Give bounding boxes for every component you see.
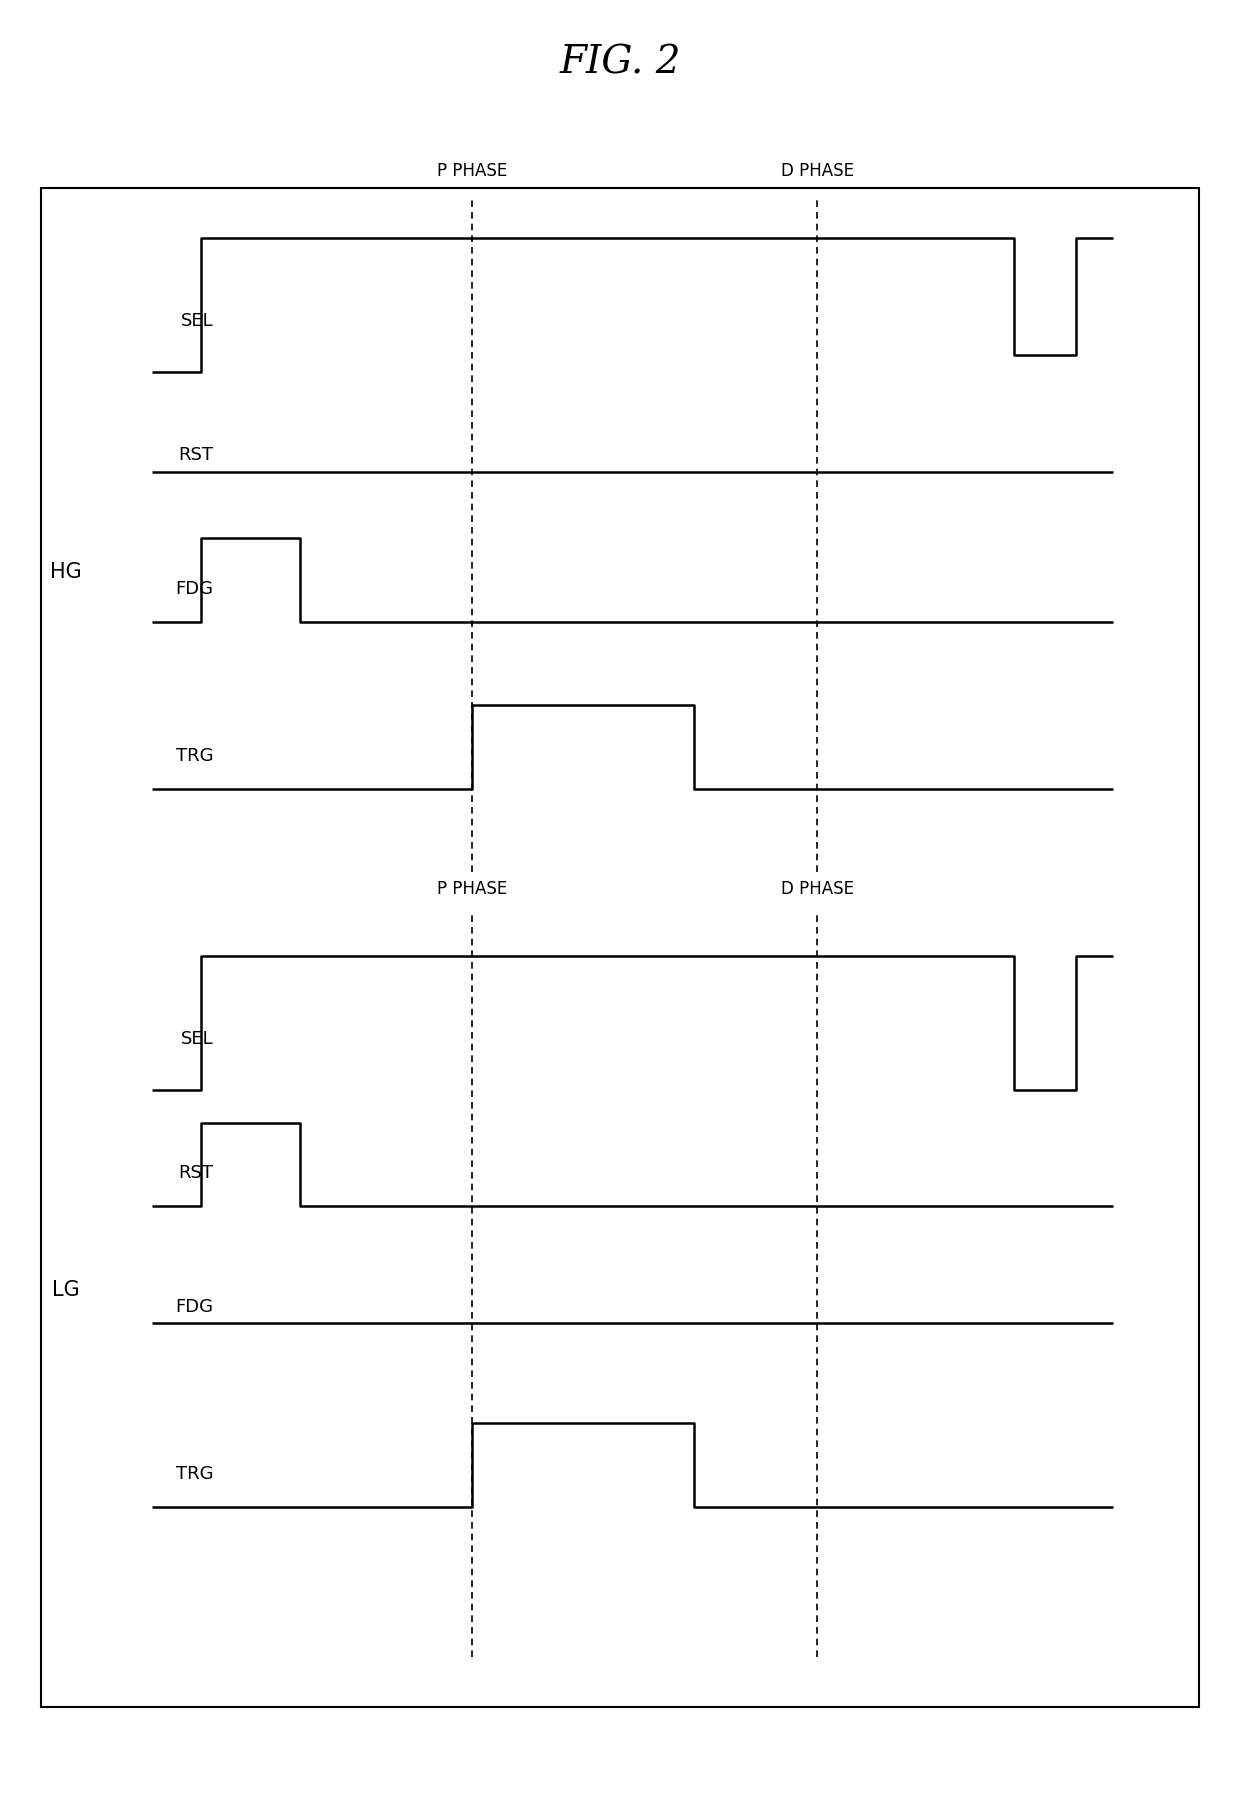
- Text: D PHASE: D PHASE: [780, 880, 853, 898]
- Text: HG: HG: [50, 562, 82, 582]
- Text: FDG: FDG: [176, 1298, 213, 1316]
- Text: TRG: TRG: [176, 1465, 213, 1483]
- Text: SEL: SEL: [181, 312, 213, 330]
- Text: RST: RST: [179, 1163, 213, 1183]
- Text: P PHASE: P PHASE: [436, 162, 507, 180]
- Text: SEL: SEL: [181, 1030, 213, 1048]
- Text: RST: RST: [179, 445, 213, 465]
- Text: TRG: TRG: [176, 747, 213, 765]
- Text: FDG: FDG: [176, 580, 213, 598]
- Text: FIG. 2: FIG. 2: [559, 45, 681, 81]
- Text: P PHASE: P PHASE: [436, 880, 507, 898]
- Text: LG: LG: [52, 1280, 79, 1300]
- Text: D PHASE: D PHASE: [780, 162, 853, 180]
